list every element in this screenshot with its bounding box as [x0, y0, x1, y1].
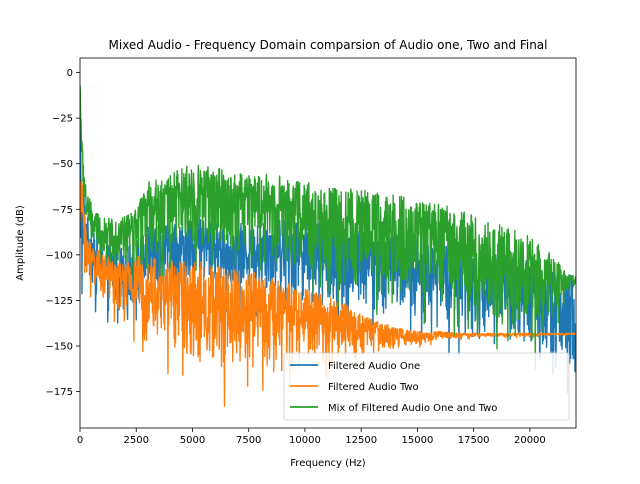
y-tick-label: −25 [52, 114, 73, 125]
y-axis: 0 −25 −50 −75 −100 −125 −150 −175 [46, 68, 80, 398]
y-tick-label: −150 [46, 341, 73, 352]
y-tick-label: −50 [52, 159, 73, 170]
x-axis-label: Frequency (Hz) [290, 458, 366, 469]
legend-label-audio-one: Filtered Audio One [328, 361, 420, 372]
y-tick-label: −75 [52, 205, 73, 216]
y-tick-label: 0 [67, 68, 73, 79]
x-tick-label: 5000 [180, 435, 205, 446]
x-axis: 0 2500 5000 7500 10000 12500 15000 17500 20000 [77, 428, 546, 446]
x-tick-label: 0 [77, 435, 83, 446]
x-tick-label: 7500 [236, 435, 261, 446]
legend: Filtered Audio One Filtered Audio Two Mi… [283, 352, 570, 421]
legend-frame [283, 352, 570, 421]
x-tick-label: 17500 [458, 435, 490, 446]
x-tick-label: 12500 [345, 435, 377, 446]
legend-label-audio-two: Filtered Audio Two [328, 382, 419, 393]
series-line-mix [80, 84, 576, 371]
legend-label-mix: Mix of Filtered Audio One and Two [328, 403, 497, 414]
y-axis-label: Amplitude (dB) [15, 205, 26, 281]
x-tick-label: 2500 [124, 435, 149, 446]
x-tick-label: 10000 [289, 435, 321, 446]
y-tick-label: −100 [46, 250, 73, 261]
chart-title: Mixed Audio - Frequency Domain comparsio… [109, 38, 548, 52]
plot-frame [79, 57, 577, 429]
y-tick-label: −175 [46, 387, 73, 398]
x-tick-label: 15000 [402, 435, 434, 446]
y-tick-label: −125 [46, 296, 73, 307]
series-layer [80, 84, 576, 407]
x-tick-label: 20000 [514, 435, 546, 446]
